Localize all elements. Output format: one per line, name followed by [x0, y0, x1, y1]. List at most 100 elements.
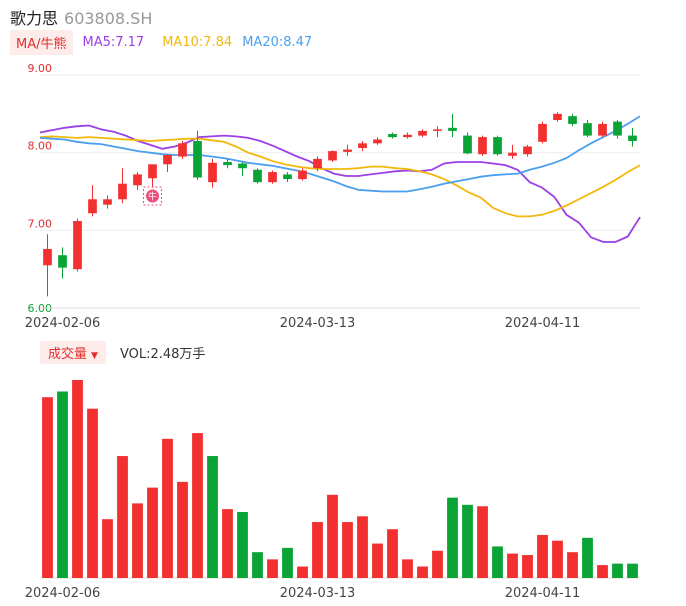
candle-body: [313, 158, 322, 169]
candle-body: [253, 169, 262, 183]
volume-bar: [297, 566, 308, 578]
candle: [313, 156, 322, 172]
candle-body: [358, 143, 367, 149]
volume-x-tick-label: 2024-04-11: [505, 586, 581, 601]
candle-body: [628, 135, 637, 142]
candle: [328, 150, 337, 162]
candle-body: [598, 123, 607, 136]
volume-bar: [102, 519, 113, 578]
candle-body: [223, 161, 232, 166]
candle-body: [73, 221, 82, 270]
candle-body: [448, 127, 457, 131]
candle: [268, 170, 277, 184]
volume-bar: [147, 487, 158, 578]
stock-code: 603808.SH: [64, 9, 153, 28]
marker-label: 牛: [148, 191, 157, 203]
candle-body: [388, 134, 397, 138]
volume-x-tick-label: 2024-02-06: [25, 586, 101, 601]
volume-bar: [447, 497, 458, 578]
volume-bar: [237, 512, 248, 578]
x-tick-label: 2024-04-11: [505, 316, 581, 331]
ma5-line: [39, 124, 641, 243]
candle: [598, 121, 607, 138]
x-tick-label: 2024-02-06: [25, 316, 101, 331]
volume-bar: [567, 552, 578, 578]
volume-bar: [342, 522, 353, 578]
volume-bar: [222, 509, 233, 578]
stock-name: 歌力思: [10, 9, 59, 28]
candle-body: [553, 113, 562, 121]
candle: [58, 247, 67, 279]
candle-body: [433, 129, 442, 131]
candle: [463, 132, 472, 155]
bull-marker-icon: 牛: [143, 186, 162, 206]
volume-bar: [132, 503, 143, 578]
candle-body: [208, 162, 217, 183]
volume-bar: [192, 433, 203, 578]
candle: [373, 137, 382, 145]
volume-bar: [537, 534, 548, 578]
candle-body: [268, 172, 277, 183]
y-tick-label: 9.00: [28, 62, 53, 75]
candle: [103, 195, 112, 209]
volume-toggle-button[interactable]: 成交量 ▼: [40, 340, 106, 364]
candle-body: [88, 199, 97, 214]
volume-bar: [312, 522, 323, 578]
candle-body: [178, 143, 187, 157]
candle-body: [58, 255, 67, 268]
candle-body: [523, 146, 532, 155]
volume-bar: [507, 553, 518, 578]
volume-bar: [357, 516, 368, 578]
volume-bar: [42, 397, 53, 578]
candle: [493, 135, 502, 156]
volume-bar: [417, 566, 428, 578]
volume-bar: [372, 543, 383, 578]
ma5-legend: MA5:7.17: [82, 34, 145, 50]
volume-bar: [402, 559, 413, 578]
volume-bar: [627, 563, 638, 578]
volume-bar: [582, 537, 593, 578]
candle: [613, 120, 622, 139]
candle-body: [133, 174, 142, 186]
candle-body: [613, 121, 622, 136]
ma-legend: MA/牛熊 MA5:7.17 MA10:7.84 MA20:8.47: [10, 29, 312, 55]
volume-toggle-label: 成交量: [48, 346, 88, 362]
volume-bar: [477, 506, 488, 578]
x-tick-label: 2024-03-13: [280, 316, 356, 331]
candle: [523, 144, 532, 157]
volume-bar: [87, 408, 98, 578]
candle: [568, 113, 577, 127]
candle-body: [118, 183, 127, 200]
volume-bar: [177, 481, 188, 578]
candle: [343, 144, 352, 156]
candle: [43, 234, 52, 297]
marker-frame: [143, 186, 162, 206]
candle-body: [373, 139, 382, 144]
candle-body: [418, 130, 427, 136]
volume-x-tick-label: 2024-03-13: [280, 586, 356, 601]
candle: [628, 127, 637, 147]
candle-body: [163, 154, 172, 165]
volume-bar: [327, 494, 338, 578]
candle: [178, 141, 187, 159]
candle-body: [103, 199, 112, 205]
candle-body: [568, 116, 577, 124]
volume-bar: [432, 550, 443, 578]
candle: [448, 113, 457, 138]
candle: [133, 172, 142, 190]
candle-body: [193, 141, 202, 178]
candle: [433, 126, 442, 138]
candle: [73, 218, 82, 272]
candle: [148, 164, 157, 188]
candle-body: [403, 134, 412, 138]
candle: [298, 168, 307, 181]
candle: [478, 135, 487, 156]
volume-bar: [612, 563, 623, 578]
ma-toggle-button[interactable]: MA/牛熊: [10, 29, 73, 55]
candle: [208, 158, 217, 188]
candle: [163, 154, 172, 173]
volume-bar: [552, 540, 563, 578]
candle: [238, 161, 247, 176]
candle: [388, 132, 397, 139]
